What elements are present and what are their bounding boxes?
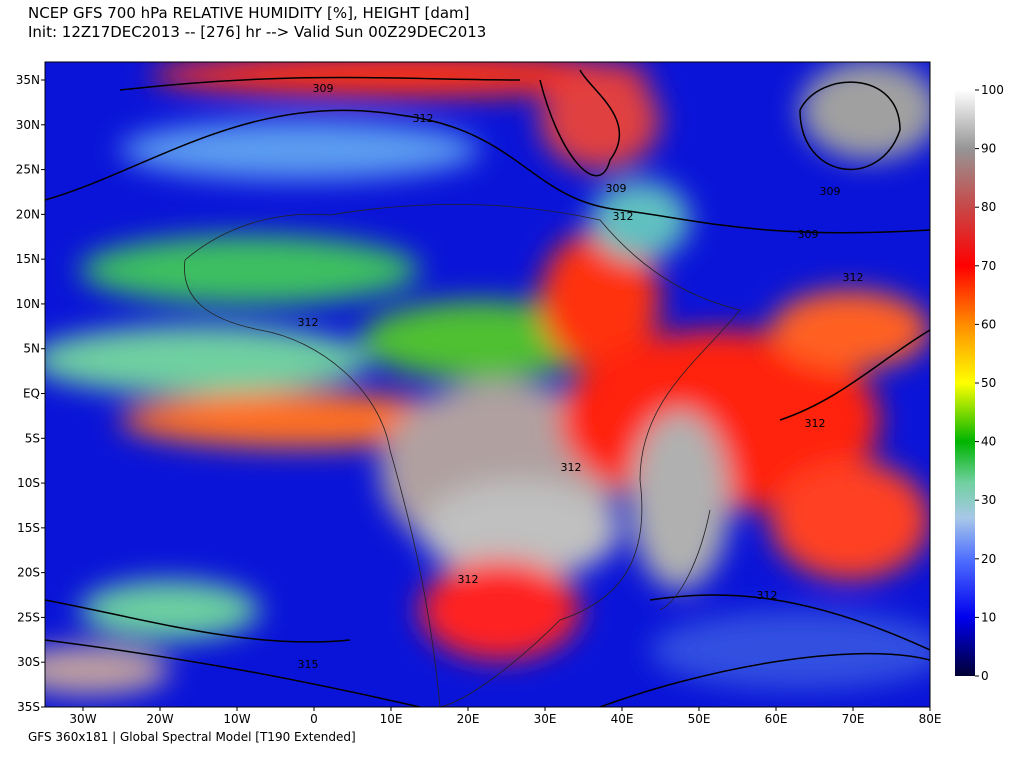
lat-label: 10N — [16, 297, 40, 311]
colorbar-label: 0 — [981, 669, 989, 683]
contour-label: 309 — [798, 228, 819, 241]
lon-label: 80E — [919, 712, 942, 726]
contour-label: 312 — [298, 316, 319, 329]
contour-label: 309 — [606, 182, 627, 195]
lat-label: 5N — [23, 342, 40, 356]
lon-label: 10E — [380, 712, 403, 726]
colorbar-label: 70 — [981, 259, 996, 273]
lon-label: 20E — [457, 712, 480, 726]
lon-label: 20W — [146, 712, 173, 726]
colorbar-label: 50 — [981, 376, 996, 390]
contour-label: 312 — [805, 417, 826, 430]
colorbar-label: 80 — [981, 200, 996, 214]
title: NCEP GFS 700 hPa RELATIVE HUMIDITY [%], … — [28, 4, 470, 22]
contour-label: 312 — [757, 589, 778, 602]
colorbar-label: 40 — [981, 435, 996, 449]
lat-label: 35S — [17, 700, 40, 714]
lon-label: 70E — [842, 712, 865, 726]
lat-label: 35N — [16, 73, 40, 87]
lon-label: 50E — [688, 712, 711, 726]
contour-label: 312 — [561, 461, 582, 474]
colorbar-label: 30 — [981, 493, 996, 507]
contour-label: 312 — [458, 573, 479, 586]
colorbar-label: 100 — [981, 83, 1004, 97]
lat-label: 5S — [25, 431, 40, 445]
lat-label: 10S — [17, 476, 40, 490]
colorbar-label: 60 — [981, 317, 996, 331]
lon-label: 0 — [310, 712, 318, 726]
lon-label: 30W — [69, 712, 96, 726]
lon-label: 60E — [765, 712, 788, 726]
contour-label: 315 — [298, 658, 319, 671]
contour-label: 312 — [843, 271, 864, 284]
subtitle: Init: 12Z17DEC2013 -- [276] hr --> Valid… — [28, 23, 486, 41]
lat-label: EQ — [23, 387, 40, 401]
lon-label: 10W — [223, 712, 250, 726]
lon-label: 40E — [611, 712, 634, 726]
lat-label: 15N — [16, 252, 40, 266]
lon-label: 30E — [534, 712, 557, 726]
colorbar-label: 20 — [981, 552, 996, 566]
lat-label: 20S — [17, 566, 40, 580]
lat-label: 25S — [17, 610, 40, 624]
lat-label: 30N — [16, 118, 40, 132]
colorbar-label: 10 — [981, 610, 996, 624]
footer: GFS 360x181 | Global Spectral Model [T19… — [28, 730, 356, 744]
lat-label: 25N — [16, 163, 40, 177]
humidity-field — [45, 62, 930, 707]
lat-label: 20N — [16, 207, 40, 221]
contour-label: 312 — [613, 210, 634, 223]
map-frame — [44, 61, 931, 708]
contour-label: 309 — [820, 185, 841, 198]
colorbar-label: 90 — [981, 142, 996, 156]
colorbar — [955, 90, 975, 676]
contour-label: 309 — [313, 82, 334, 95]
lat-label: 30S — [17, 655, 40, 669]
lat-label: 15S — [17, 521, 40, 535]
contour-label: 312 — [413, 112, 434, 125]
